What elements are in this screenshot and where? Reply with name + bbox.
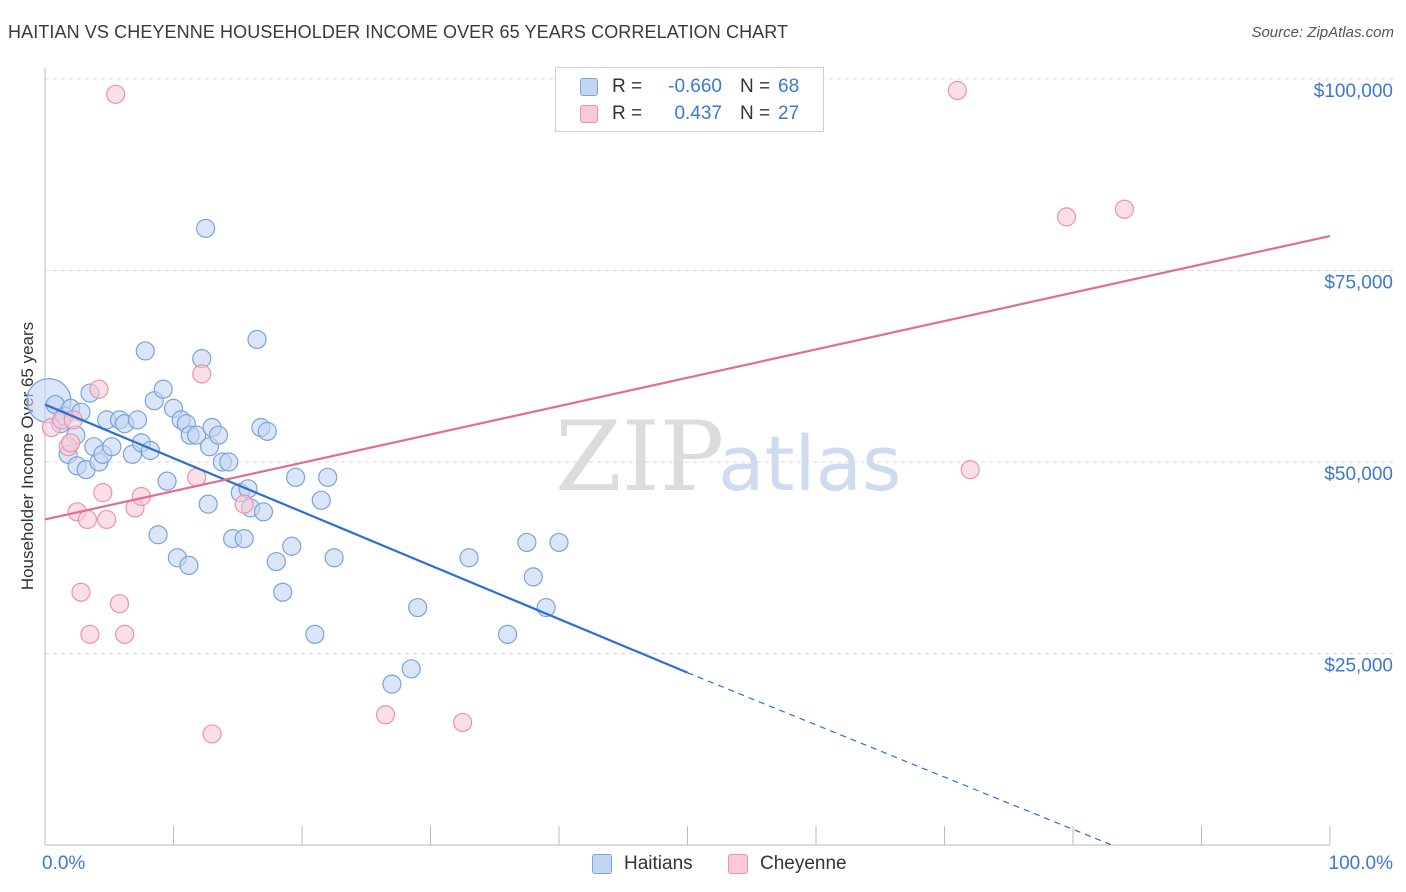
chart-source: Source: ZipAtlas.com bbox=[1251, 24, 1394, 41]
haitians-point bbox=[219, 452, 239, 472]
cheyenne-point bbox=[234, 494, 254, 514]
watermark-atlas: atlas bbox=[718, 419, 902, 508]
haitians-point bbox=[102, 437, 122, 457]
axis-layer bbox=[44, 68, 1331, 846]
legend-swatch-pink bbox=[728, 854, 748, 874]
tick-layer: $25,000 $50,000 $75,000 $100,000 0.0% 100.0% bbox=[42, 81, 1393, 874]
haitians-point bbox=[273, 582, 293, 602]
cheyenne-point bbox=[97, 509, 117, 530]
haitians-point bbox=[401, 659, 421, 679]
haitians-point bbox=[135, 341, 155, 361]
cheyenne-point bbox=[89, 379, 109, 399]
cheyenne-point bbox=[202, 724, 222, 744]
cheyenne-point bbox=[106, 84, 126, 104]
legend-swatch-blue bbox=[580, 78, 598, 96]
cheyenne-point bbox=[93, 483, 113, 503]
y-tick-label: $25,000 bbox=[1324, 656, 1393, 677]
bottom-legend-haitians: Haitians bbox=[592, 851, 693, 877]
haitians-point bbox=[198, 494, 218, 514]
haitians-point bbox=[157, 471, 177, 491]
correlation-legend: R = -0.660 N = 68 R = 0.437 N = 27 bbox=[555, 67, 824, 132]
haitians-point bbox=[459, 548, 479, 568]
haitians-point bbox=[282, 536, 302, 556]
x-tick-label: 100.0% bbox=[1329, 853, 1394, 874]
haitians-point bbox=[187, 425, 207, 445]
haitians-point bbox=[127, 410, 148, 430]
haitians-point bbox=[318, 467, 338, 487]
cheyenne-trend-line bbox=[44, 234, 1331, 521]
cheyenne-point bbox=[80, 624, 100, 644]
y-tick-label: $50,000 bbox=[1324, 464, 1393, 485]
trend-layer bbox=[44, 234, 1331, 846]
legend-swatch-blue bbox=[592, 854, 612, 874]
legend-label: Cheyenne bbox=[760, 853, 847, 874]
cheyenne-point bbox=[77, 509, 98, 530]
haitians-point bbox=[549, 532, 569, 553]
cheyenne-point bbox=[1114, 199, 1135, 219]
x-tick-label: 0.0% bbox=[42, 853, 85, 874]
haitians-point bbox=[382, 674, 402, 694]
cheyenne-point bbox=[453, 712, 473, 733]
haitians-point bbox=[266, 551, 286, 572]
legend-r-value: -0.660 bbox=[668, 76, 722, 97]
legend-n-value: 68 bbox=[778, 76, 800, 97]
watermark-zip: ZIP bbox=[555, 401, 724, 513]
y-tick-label: $75,000 bbox=[1324, 273, 1393, 294]
legend-row-cheyenne: R = 0.437 N = 27 bbox=[580, 101, 799, 127]
bottom-legend-cheyenne: Cheyenne bbox=[728, 851, 847, 877]
haitians-point bbox=[179, 555, 199, 576]
haitians-point bbox=[196, 218, 216, 238]
legend-r-value: 0.437 bbox=[674, 103, 722, 124]
legend-label: Haitians bbox=[624, 853, 693, 874]
cheyenne-point bbox=[1056, 207, 1077, 227]
cheyenne-point bbox=[960, 460, 980, 480]
cheyenne-point bbox=[375, 705, 396, 725]
haitians-point bbox=[311, 490, 331, 510]
cheyenne-point bbox=[192, 364, 212, 384]
haitians-point bbox=[148, 525, 168, 545]
legend-swatch-pink bbox=[580, 105, 598, 123]
haitians-point bbox=[153, 379, 173, 399]
y-tick-label: $100,000 bbox=[1314, 81, 1393, 102]
cheyenne-point bbox=[71, 582, 91, 602]
haitians-point bbox=[208, 425, 229, 445]
haitians-trend-extension bbox=[687, 672, 1112, 846]
legend-n-label: N = bbox=[740, 103, 771, 124]
haitians-point bbox=[247, 329, 267, 350]
legend-row-haitians: R = -0.660 N = 68 bbox=[580, 74, 799, 100]
haitians-point bbox=[324, 548, 344, 568]
haitians-point bbox=[234, 528, 254, 549]
haitians-point bbox=[305, 624, 325, 644]
grid-layer bbox=[45, 78, 1395, 654]
chart-title: HAITIAN VS CHEYENNE HOUSEHOLDER INCOME O… bbox=[8, 22, 789, 42]
cheyenne-point bbox=[947, 80, 967, 101]
points-layer bbox=[26, 80, 1135, 744]
haitians-point bbox=[408, 597, 428, 618]
haitians-point bbox=[253, 502, 274, 522]
legend-n-value: 27 bbox=[778, 103, 800, 124]
haitians-point bbox=[523, 567, 543, 587]
cheyenne-point bbox=[109, 594, 130, 614]
legend-n-label: N = bbox=[740, 76, 771, 97]
haitians-point bbox=[517, 532, 537, 553]
haitians-point bbox=[285, 467, 306, 487]
cheyenne-point bbox=[61, 433, 81, 453]
cheyenne-point bbox=[115, 624, 135, 644]
haitians-point bbox=[498, 624, 518, 644]
haitians-trend-line bbox=[44, 403, 688, 674]
legend-r-label: R = bbox=[612, 76, 643, 97]
haitians-point bbox=[257, 421, 277, 441]
legend-r-label: R = bbox=[612, 103, 643, 124]
